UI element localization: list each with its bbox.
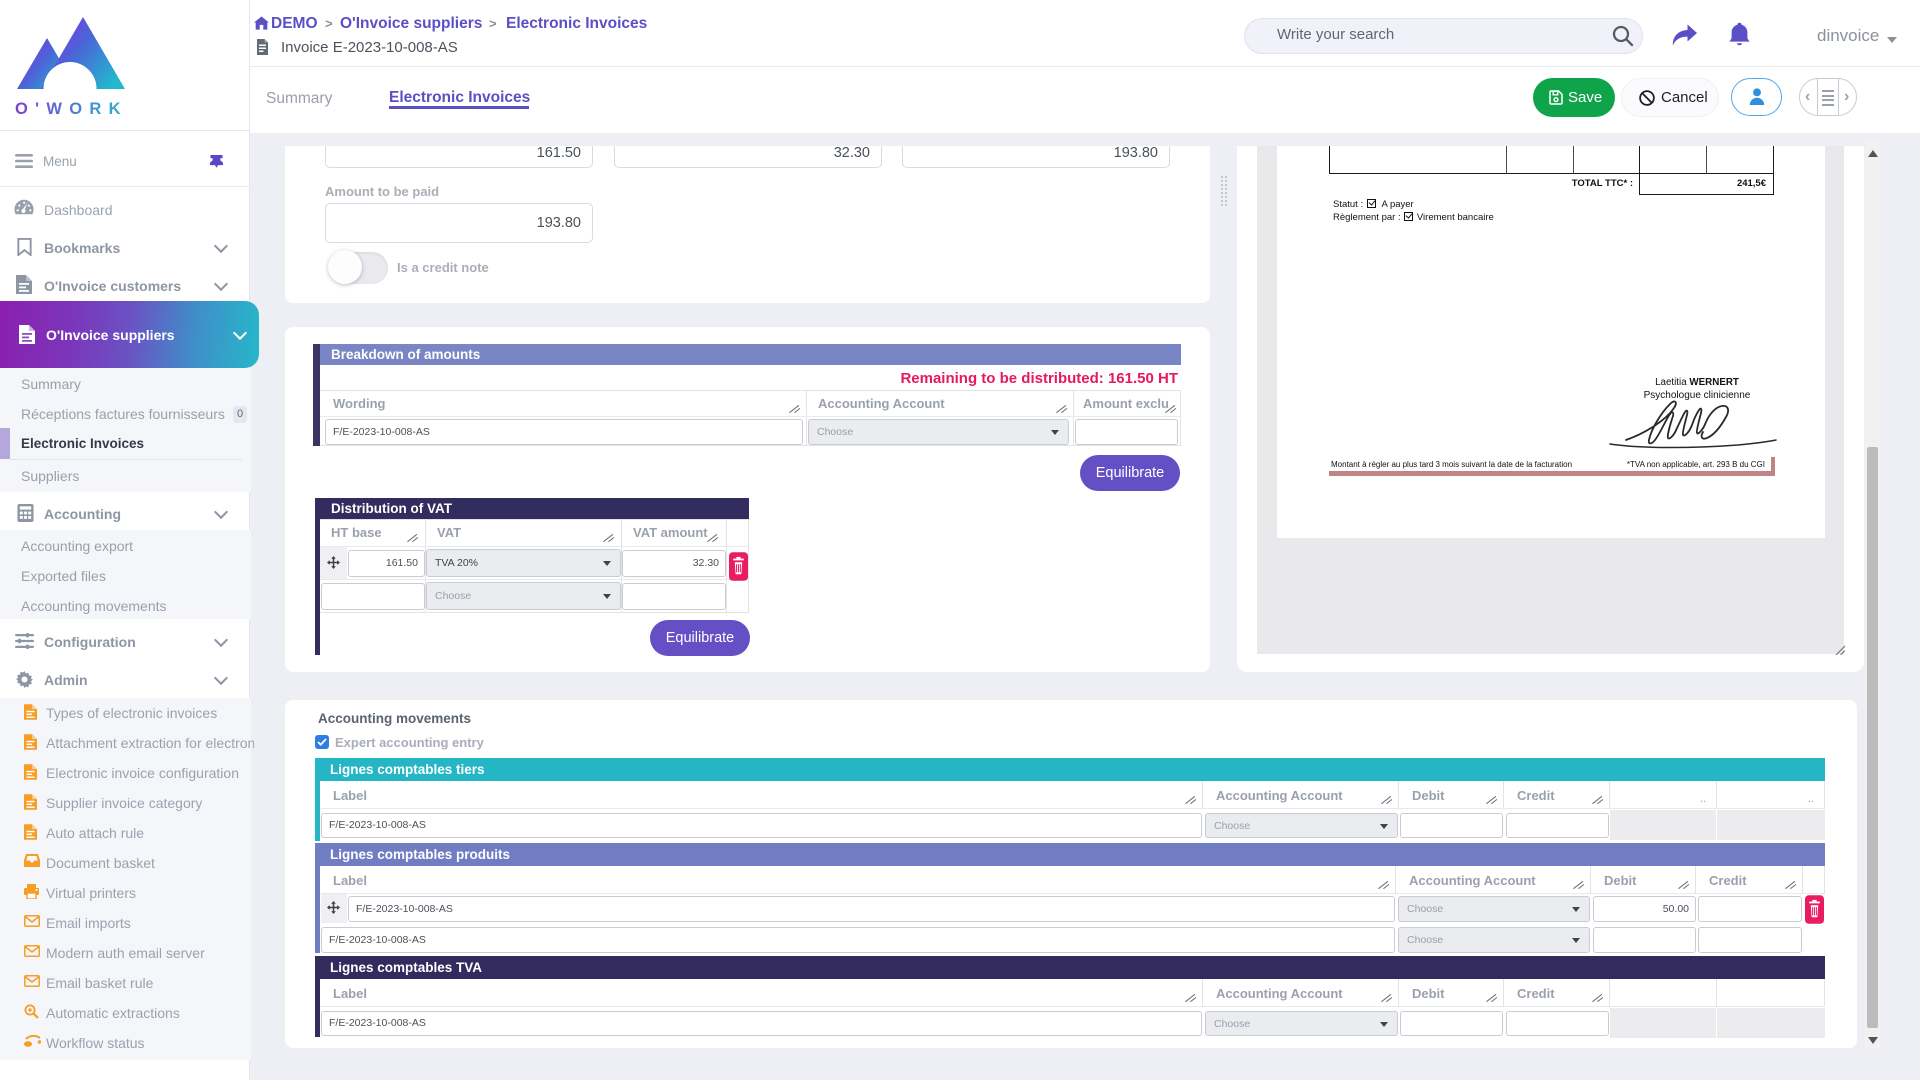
svg-text:O'WORK: O'WORK <box>15 100 128 116</box>
